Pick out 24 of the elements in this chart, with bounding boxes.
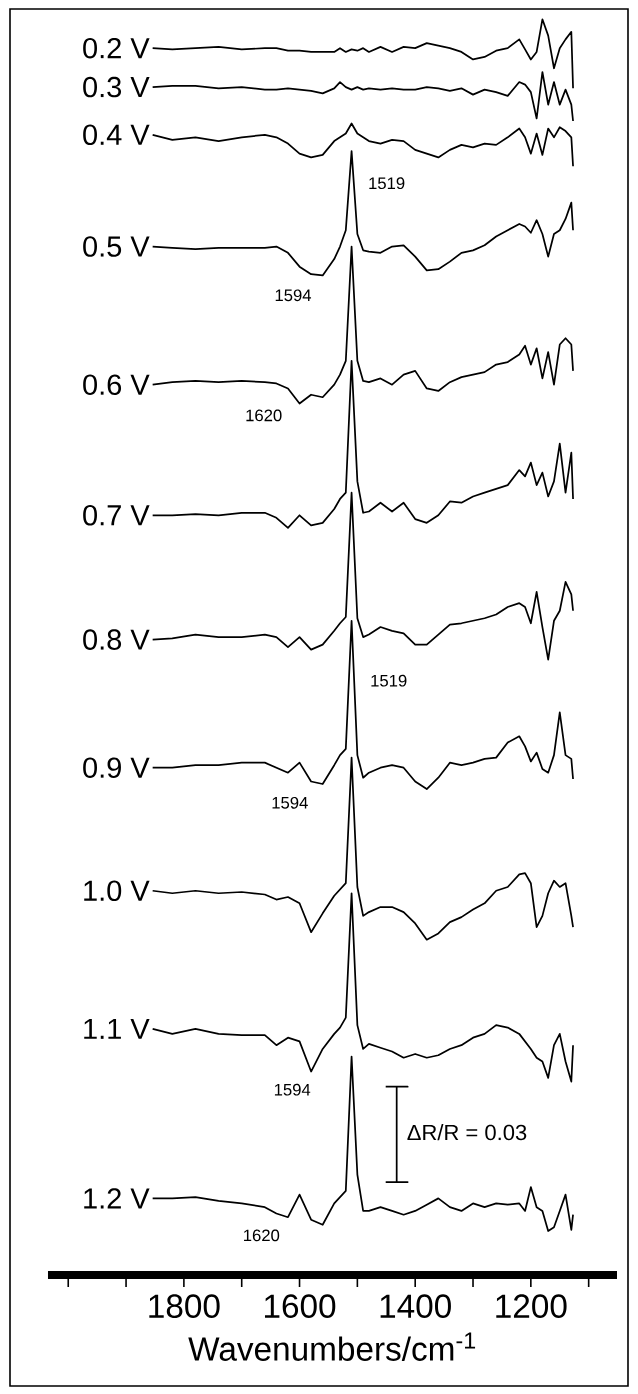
series-label: 0.7 V xyxy=(83,505,150,526)
series-label: 0.8 V xyxy=(83,629,150,650)
series-label: 0.2 V xyxy=(83,37,150,59)
x-axis-title: Wavenumbers/cm$^{-1}$ xyxy=(188,1332,476,1361)
x-tick-label: 1800 xyxy=(149,1294,220,1318)
annotation: 1620 xyxy=(246,409,282,422)
series-label: 0.6 V xyxy=(83,374,150,395)
annotation: 1594 xyxy=(274,1083,311,1096)
annotation: 1519 xyxy=(371,674,407,687)
annotation: ΔR/R = 0.03 xyxy=(407,1124,527,1141)
series-label: 1.0 V xyxy=(84,880,150,902)
series-label: 0.5 V xyxy=(83,236,150,257)
annotation: 1519 xyxy=(369,177,405,190)
series-label: 0.9 V xyxy=(83,757,150,778)
series-label: 0.3 V xyxy=(83,76,150,98)
annotation: 1594 xyxy=(272,796,308,809)
x-tick-label: 1400 xyxy=(380,1294,451,1318)
x-tick-label: 1200 xyxy=(496,1294,567,1318)
series-label: 1.1 V xyxy=(84,1018,150,1039)
series-label: 0.4 V xyxy=(83,124,150,146)
annotation: 1620 xyxy=(244,1229,280,1242)
x-tick-label: 1600 xyxy=(264,1294,336,1318)
series-label: 1.2 V xyxy=(84,1188,150,1209)
annotation: 1594 xyxy=(275,289,312,302)
